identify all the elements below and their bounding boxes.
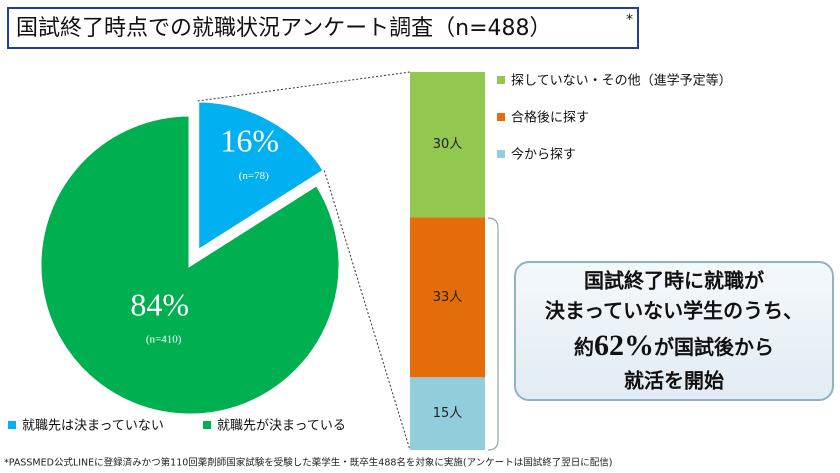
legend-label: 就職先は決まっていない <box>22 419 164 434</box>
callout-emphasis: 62% <box>594 329 654 362</box>
callout-line: 約62%が国試後から <box>574 329 774 362</box>
pie-label: 84% <box>130 287 189 323</box>
legend-label: 合格後に探す <box>511 110 589 126</box>
title-mark: * <box>626 12 633 28</box>
pie-count: (n=78) <box>239 170 269 182</box>
legend-label: 探していない・その他（進学予定等） <box>511 73 732 89</box>
bar-value-label: 30人 <box>433 137 463 152</box>
pie-slice <box>196 99 327 254</box>
connector <box>323 170 411 451</box>
pie-slice <box>38 113 342 417</box>
bar-value-label: 15人 <box>433 406 463 421</box>
pie-label: 16% <box>220 123 279 159</box>
legend-swatch <box>497 113 505 121</box>
legend-swatch <box>203 421 211 429</box>
bar-segment <box>410 72 485 218</box>
legend-swatch <box>8 421 16 429</box>
bar-segment <box>410 377 485 450</box>
callout-line: 決まっていない学生のうち、 <box>545 299 803 323</box>
callout-line: 国試終了時に就職が <box>584 269 764 293</box>
legend-swatch <box>497 150 505 158</box>
footnote: *PASSMED公式LINEに登録済みかつ第110回薬剤師国家試験を受験した薬学… <box>4 457 612 469</box>
bar-value-label: 33人 <box>433 290 463 305</box>
legend-swatch <box>497 76 505 84</box>
pie-count: (n=410) <box>146 334 182 346</box>
legend-label: 今から探す <box>511 147 576 163</box>
bar-segment <box>410 217 485 378</box>
legend-label: 就職先が決まっている <box>217 419 346 434</box>
callout-suffix: が国試後から <box>654 335 774 359</box>
title: 国試終了時点での就職状況アンケート調査（n=488） <box>16 16 552 41</box>
callout-prefix: 約 <box>574 335 594 359</box>
title-box <box>7 7 639 49</box>
callout: 国試終了時に就職が 決まっていない学生のうち、 約62%が国試後から 就活を開始 <box>545 269 803 393</box>
callout-box <box>514 261 834 401</box>
connector <box>197 71 411 102</box>
bracket <box>487 217 499 451</box>
callout-line: 就活を開始 <box>624 369 724 393</box>
